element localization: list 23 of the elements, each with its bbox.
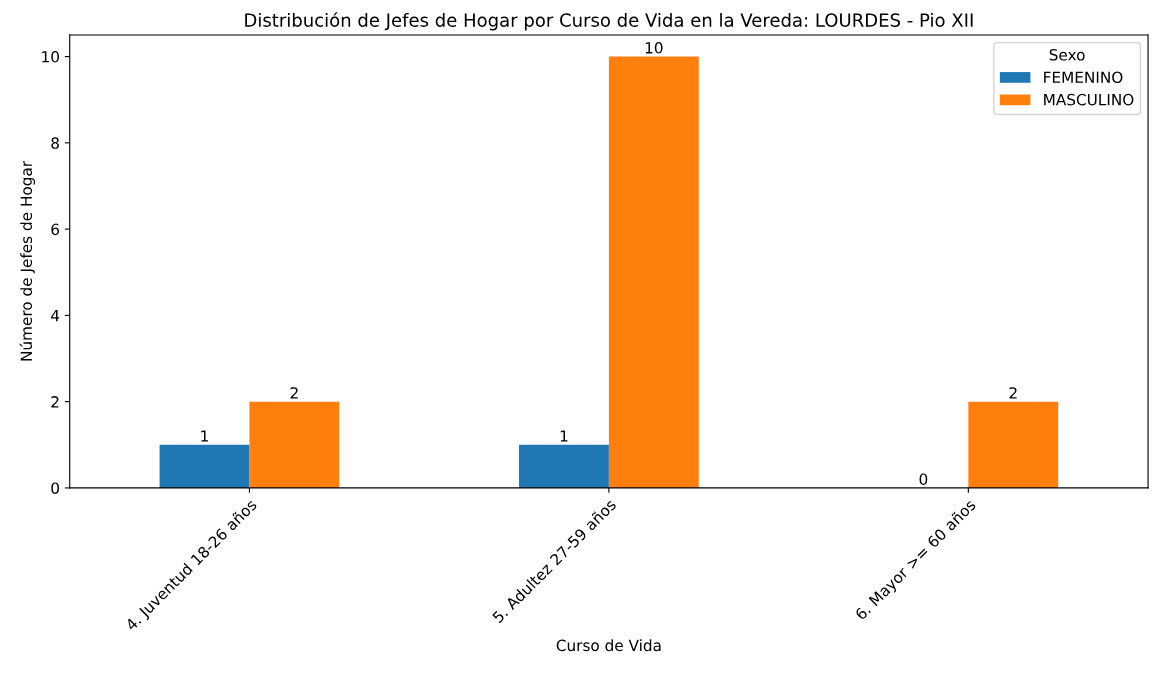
bar [249,401,340,488]
chart-title: Distribución de Jefes de Hogar por Curso de Vida en la Vereda: LOURDES - Pio XII [245,12,973,31]
y-tick-label: 6 [51,223,60,236]
legend-label: FEMENINO [1044,71,1123,83]
y-tick-label: 2 [51,396,59,408]
bar [159,444,250,488]
data-label: 2 [290,387,298,399]
legend-title: Sexo [1049,49,1085,61]
y-tick-label: 8 [51,137,59,149]
data-label: 1 [201,430,208,442]
bar [968,401,1059,488]
bar [519,444,609,488]
data-label: 2 [1009,387,1017,399]
y-tick-label: 4 [51,310,60,322]
x-axis-title: Curso de Vida [556,639,661,652]
data-label: 0 [919,473,928,485]
data-label: 1 [560,430,568,442]
bar [608,56,699,488]
y-tick-label: 0 [51,482,59,494]
y-axis-title: Número de Jefes de Hogar [19,160,35,361]
data-label: 10 [645,42,663,54]
legend-label: MASCULINO [1044,93,1134,106]
y-tick-label: 10 [42,51,59,63]
